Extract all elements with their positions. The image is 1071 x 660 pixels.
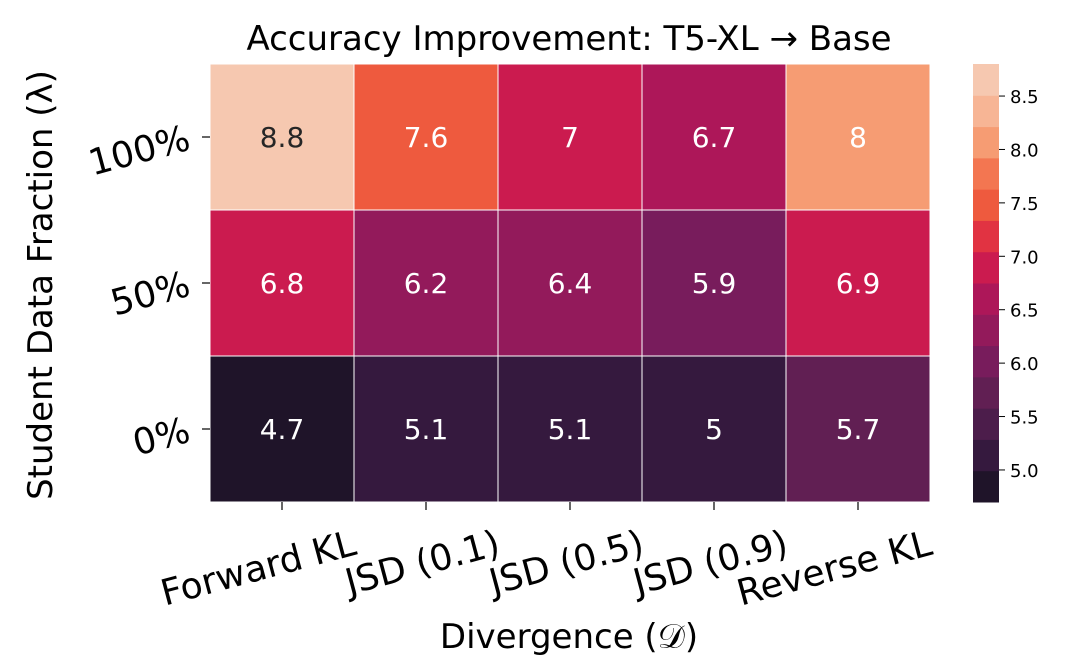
colorbar-tick-label: 7.0 <box>1010 247 1039 268</box>
heatmap-cell <box>353 355 499 503</box>
colorbar-segment <box>973 157 999 190</box>
colorbar-segment <box>973 408 999 440</box>
colorbar-segment <box>973 220 999 253</box>
cell-value-label: 5 <box>705 413 723 446</box>
cell-value-label: 6.8 <box>260 267 305 300</box>
x-axis-label: Divergence (𝒟) <box>440 617 698 657</box>
colorbar-tick-label: 6.0 <box>1010 354 1039 375</box>
colorbar-tick-label: 8.5 <box>1010 87 1039 108</box>
colorbar-tick-label: 6.5 <box>1010 301 1039 322</box>
heatmap-cell <box>353 63 499 211</box>
heatmap-cell <box>641 63 787 211</box>
heatmap-cell <box>353 209 499 357</box>
cell-value-label: 6.2 <box>404 267 449 300</box>
x-tick-label: JSD (0.1) <box>339 523 504 604</box>
colorbar-segment <box>973 189 999 221</box>
cell-value-label: 6.4 <box>548 267 593 300</box>
colorbar-segment <box>973 439 999 472</box>
cell-value-label: 6.7 <box>692 121 737 154</box>
cell-value-label: 8.8 <box>260 121 305 154</box>
x-tick-label: JSD (0.5) <box>483 523 648 604</box>
y-tick-label: 0% <box>129 410 195 464</box>
chart-title: Accuracy Improvement: T5-XL → Base <box>246 19 891 59</box>
colorbar-tick-label: 8.0 <box>1010 140 1039 161</box>
colorbar-segment <box>973 283 999 315</box>
y-tick-label: 100% <box>84 118 194 184</box>
colorbar: 5.0 5.5 6.0 6.5 7.0 7.5 8.0 8.5 <box>973 64 1039 503</box>
y-axis-ticks: 100% 50% 0% <box>84 118 210 464</box>
heatmap-cell <box>785 209 931 357</box>
cell-value-label: 7.6 <box>404 121 449 154</box>
heatmap-cell <box>641 355 787 503</box>
heatmap-cell <box>209 63 355 211</box>
cell-value-label: 7 <box>561 121 579 154</box>
heatmap-cell <box>785 355 931 503</box>
y-tick-label: 50% <box>106 264 194 324</box>
colorbar-segment <box>973 95 999 128</box>
heatmap-cell <box>497 209 643 357</box>
colorbar-segment <box>973 345 999 378</box>
cell-value-label: 5.1 <box>548 413 593 446</box>
colorbar-segment <box>973 64 999 96</box>
heatmap-cells: 8.8 7.6 7 6.7 8 6.8 6.2 6.4 5.9 6.9 4.7 5.1 5.1 5 5.7 <box>209 63 931 503</box>
colorbar-tick-label: 5.0 <box>1010 461 1039 482</box>
cell-value-label: 5.7 <box>836 413 881 446</box>
colorbar-segment <box>973 376 999 409</box>
cell-value-label: 6.9 <box>836 267 881 300</box>
heatmap-cell <box>785 63 931 211</box>
cell-value-label: 4.7 <box>260 413 305 446</box>
cell-value-label: 5.9 <box>692 267 737 300</box>
heatmap-cell <box>497 355 643 503</box>
heatmap-cell <box>497 63 643 211</box>
heatmap-cell <box>209 209 355 357</box>
colorbar-segment <box>973 470 999 503</box>
colorbar-segment <box>973 126 999 159</box>
y-axis-label: Student Data Fraction (λ) <box>21 70 61 500</box>
colorbar-tick-label: 7.5 <box>1010 194 1039 215</box>
colorbar-segment <box>973 314 999 347</box>
cell-value-label: 8 <box>849 121 867 154</box>
x-tick-label: Forward KL <box>157 523 361 614</box>
cell-value-label: 5.1 <box>404 413 449 446</box>
colorbar-tick-label: 5.5 <box>1010 408 1039 429</box>
colorbar-segment <box>973 251 999 284</box>
